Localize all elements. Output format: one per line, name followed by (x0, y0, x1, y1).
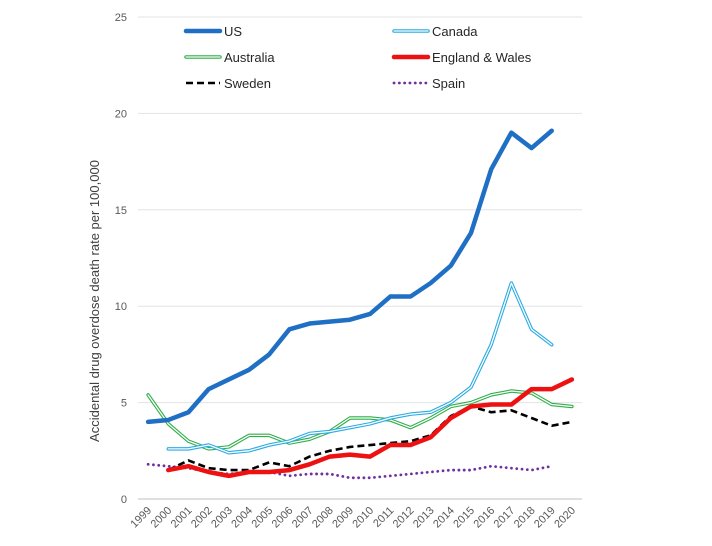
y-tick-label: 5 (121, 398, 127, 410)
series-line-sweden (167, 405, 573, 472)
series-line-canada (166, 281, 554, 455)
y-tick-label: 25 (115, 12, 127, 24)
series-line-australia (147, 390, 573, 450)
x-tick-label: 2004 (229, 505, 255, 531)
x-tick-label: 2002 (189, 505, 215, 531)
x-tick-label: 2015 (451, 505, 477, 531)
legend-label-england-wales: England & Wales (432, 50, 532, 65)
legend-item-spain: Spain (392, 76, 465, 91)
x-tick-label: 2019 (532, 505, 558, 531)
series-line-us (145, 128, 554, 425)
legend-label-sweden: Sweden (224, 76, 271, 91)
series-us (145, 128, 554, 425)
x-tick-label: 2008 (310, 505, 336, 531)
series-canada (166, 281, 554, 455)
x-tick-label: 2013 (411, 505, 437, 531)
x-tick-label: 2007 (290, 505, 316, 531)
y-tick-label: 0 (121, 494, 127, 506)
x-tick-label: 2016 (472, 505, 498, 531)
x-tick-label: 2011 (371, 505, 396, 530)
legend-label-australia: Australia (224, 50, 275, 65)
gridlines (138, 16, 582, 500)
x-tick-label: 2018 (512, 505, 538, 531)
y-tick-label: 15 (115, 205, 127, 217)
x-tick-label: 2003 (209, 505, 235, 531)
legend-item-australia: Australia (184, 50, 275, 65)
x-tick-label: 2000 (149, 505, 175, 531)
series-line-australia (146, 389, 574, 451)
series-line-england-wales (166, 377, 575, 479)
x-tick-label: 2006 (270, 505, 296, 531)
legend-label-spain: Spain (432, 76, 465, 91)
y-tick-label: 10 (115, 301, 127, 313)
y-tick-label: 20 (115, 108, 127, 120)
y-axis-title: Accidental drug overdose death rate per … (87, 160, 102, 442)
x-tick-label: 2017 (492, 505, 518, 531)
legend-label-canada: Canada (432, 24, 478, 39)
x-axis-ticks: 1999200020012002200320042005200620072008… (128, 505, 578, 531)
x-tick-label: 2012 (391, 505, 417, 531)
x-tick-label: 2001 (169, 505, 195, 531)
legend-label-us: US (224, 24, 242, 39)
x-tick-label: 2005 (250, 505, 276, 531)
x-tick-label: 2009 (330, 505, 356, 531)
series-england-wales (166, 377, 575, 479)
y-axis-ticks: 0 5 10 15 20 25 (115, 12, 127, 506)
x-tick-label: 2010 (350, 505, 376, 531)
series-australia (146, 389, 574, 451)
legend-item-sweden: Sweden (186, 76, 271, 91)
legend-item-us: US (183, 24, 242, 39)
x-tick-label: 2020 (552, 505, 578, 531)
series-lines (145, 128, 575, 480)
series-sweden (167, 405, 573, 472)
x-tick-label: 2014 (431, 505, 457, 531)
legend: US Canada Australia England & Wales Sweden Sp… (183, 24, 532, 91)
x-tick-label: 1999 (128, 505, 154, 531)
series-line-canada (167, 282, 553, 454)
legend-item-canada: Canada (392, 24, 478, 39)
legend-item-england-wales: England & Wales (391, 50, 532, 65)
